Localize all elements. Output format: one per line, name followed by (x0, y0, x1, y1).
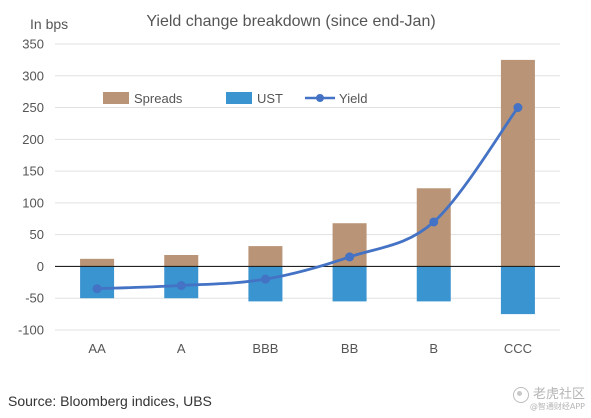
x-tick-label: B (429, 341, 438, 356)
y-tick-label: -50 (25, 291, 44, 306)
bar-ust (332, 266, 367, 302)
y-tick-label: 250 (22, 100, 44, 115)
watermark-main-text: 老虎社区 (532, 387, 585, 403)
bar-ust (500, 266, 535, 315)
y-tick-label: 0 (37, 259, 44, 274)
bar-ust (80, 266, 115, 299)
yield-line-path (95, 106, 520, 291)
bar-ust (416, 266, 451, 302)
tiger-logo-icon (512, 387, 529, 404)
source-note: Source: Bloomberg indices, UBS (8, 393, 212, 409)
watermark: 老虎社区 @智通财经APP (512, 387, 585, 412)
bar-ust (248, 266, 283, 302)
legend-label-spreads: Spreads (134, 91, 183, 106)
x-tick-label: BBB (252, 341, 278, 356)
bar-spreads (164, 255, 199, 267)
yield-point (345, 252, 355, 262)
yield-point (513, 103, 523, 113)
y-tick-label: 200 (22, 132, 44, 147)
bar-spreads (80, 258, 115, 267)
legend: Spreads UST Yield (103, 91, 367, 106)
legend-swatch-ust (226, 92, 252, 104)
chart-title: Yield change breakdown (since end-Jan) (146, 13, 435, 30)
x-tick-label: AA (88, 341, 106, 356)
legend-label-yield: Yield (339, 91, 367, 106)
y-tick-label: 150 (22, 164, 44, 179)
x-tick-label: CCC (504, 341, 532, 356)
y-tick-label: 350 (22, 37, 44, 52)
x-tick-label: A (177, 341, 186, 356)
yield-point (92, 284, 102, 294)
bar-spreads (248, 246, 283, 267)
y-tick-label: 300 (22, 68, 44, 83)
legend-swatch-yield-marker (316, 94, 324, 102)
yield-point (260, 274, 270, 284)
bar-spreads (500, 59, 535, 267)
yield-line (92, 103, 523, 294)
x-tick-label: BB (341, 341, 358, 356)
y-axis-unit: In bps (30, 16, 68, 32)
legend-label-ust: UST (257, 91, 283, 106)
yield-point (429, 217, 439, 227)
yield-point (176, 281, 186, 291)
y-tick-label: 100 (22, 195, 44, 210)
bar-spreads (416, 188, 451, 267)
x-axis-tick-labels: AA A BBB BB B CCC (88, 341, 532, 356)
gridlines (55, 43, 560, 331)
y-axis-tick-labels: 350 300 250 200 150 100 50 0 -50 -100 (18, 37, 44, 338)
bars (80, 59, 535, 315)
legend-swatch-spreads (103, 92, 129, 104)
watermark-sub-text: @智通财经APP (529, 402, 585, 412)
y-tick-label: 50 (30, 227, 44, 242)
y-tick-label: -100 (18, 323, 44, 338)
